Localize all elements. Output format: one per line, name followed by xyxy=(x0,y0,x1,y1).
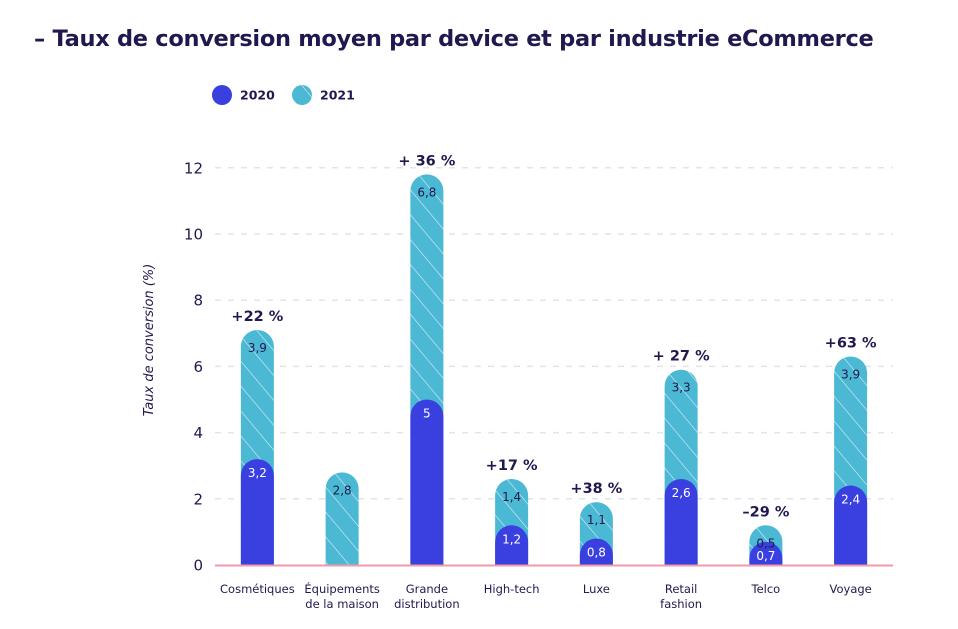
data-label-2021: 0,5 xyxy=(756,536,775,550)
data-label-2020: 3,2 xyxy=(248,466,267,480)
x-tick-label: Grande distribution xyxy=(394,582,460,611)
gridlines xyxy=(215,167,893,500)
bar-group: 2,4 3,9 +63 % xyxy=(825,335,877,565)
legend-swatch-2021 xyxy=(292,85,312,105)
x-tick-label: Luxe xyxy=(583,582,610,596)
chart-title: – Taux de conversion moyen par device et… xyxy=(34,26,874,52)
bar-2021 xyxy=(325,472,359,565)
data-label-2021: 3,9 xyxy=(841,367,860,381)
y-tick-label: 2 xyxy=(193,490,203,508)
data-label-2021: 3,9 xyxy=(248,341,267,355)
y-tick-label: 10 xyxy=(184,226,203,244)
bar-group: 2,8 xyxy=(325,472,359,565)
change-label: +63 % xyxy=(825,335,877,351)
change-label: +22 % xyxy=(231,309,283,325)
data-label-2021: 1,4 xyxy=(502,490,521,504)
y-tick-label: 4 xyxy=(193,424,203,442)
bar-2020 xyxy=(664,478,698,565)
change-label: +38 % xyxy=(570,481,622,497)
x-axis-labels: Cosmétiques Équipements de la maison Grande… xyxy=(220,581,872,611)
legend: 2020 2021 xyxy=(212,85,355,105)
y-tick-label: 6 xyxy=(193,358,203,376)
bar-2020 xyxy=(834,485,868,565)
data-label-2020: 0,8 xyxy=(587,546,606,560)
x-tick-label: High-tech xyxy=(484,582,540,596)
legend-label-2021: 2021 xyxy=(320,88,355,103)
y-tick-label: 0 xyxy=(193,557,203,575)
y-axis-label: Taux de conversion (%) xyxy=(142,264,157,417)
data-label-2021: 2,8 xyxy=(333,483,352,497)
legend-swatch-2020 xyxy=(212,85,232,105)
x-tick-label: Retail fashion xyxy=(660,582,702,611)
y-tick-label: 12 xyxy=(184,159,203,177)
bar-2020 xyxy=(495,525,529,565)
data-label-2020: 0,7 xyxy=(756,549,775,563)
bar-group: 2,6 3,3 + 27 % xyxy=(653,349,710,565)
change-label: +17 % xyxy=(486,458,538,474)
data-label-2020: 5 xyxy=(423,407,431,421)
y-axis-ticks: 0 2 4 6 8 10 12 xyxy=(184,159,203,574)
bar-2020 xyxy=(749,541,783,565)
data-label-2020: 2,6 xyxy=(672,486,691,500)
bar-2020 xyxy=(410,399,444,565)
bar-group: 5 6,8 + 36 % xyxy=(398,153,456,565)
y-tick-label: 8 xyxy=(193,292,203,310)
x-tick-label: Cosmétiques xyxy=(220,582,295,596)
data-label-2021: 3,3 xyxy=(672,381,691,395)
data-label-2021: 1,1 xyxy=(587,513,606,527)
bar-group: 3,2 3,9 +22 % xyxy=(231,309,284,565)
bar-group: 0,70,5 –29 % xyxy=(742,504,790,565)
change-label: –29 % xyxy=(742,504,789,520)
bar-group: 1,2 1,4 +17 % xyxy=(486,458,538,565)
data-label-2020: 1,2 xyxy=(502,532,521,546)
data-label-2021: 6,8 xyxy=(417,185,436,199)
x-tick-label: Équipements de la maison xyxy=(304,581,380,611)
bar-2020 xyxy=(579,538,613,565)
change-label: + 36 % xyxy=(398,153,455,169)
x-tick-label: Telco xyxy=(751,582,781,596)
legend-label-2020: 2020 xyxy=(240,88,275,103)
bars: 3,2 3,9 +22 % 2,8 5 6,8 + 36 % 1,2 1,4 +17 % 0,8 1,… xyxy=(231,153,877,565)
data-label-2020: 2,4 xyxy=(841,493,860,507)
x-tick-label: Voyage xyxy=(830,582,872,596)
change-label: + 27 % xyxy=(653,349,710,365)
bar-2020 xyxy=(240,459,274,565)
bar-group: 0,8 1,1 +38 % xyxy=(570,481,623,565)
